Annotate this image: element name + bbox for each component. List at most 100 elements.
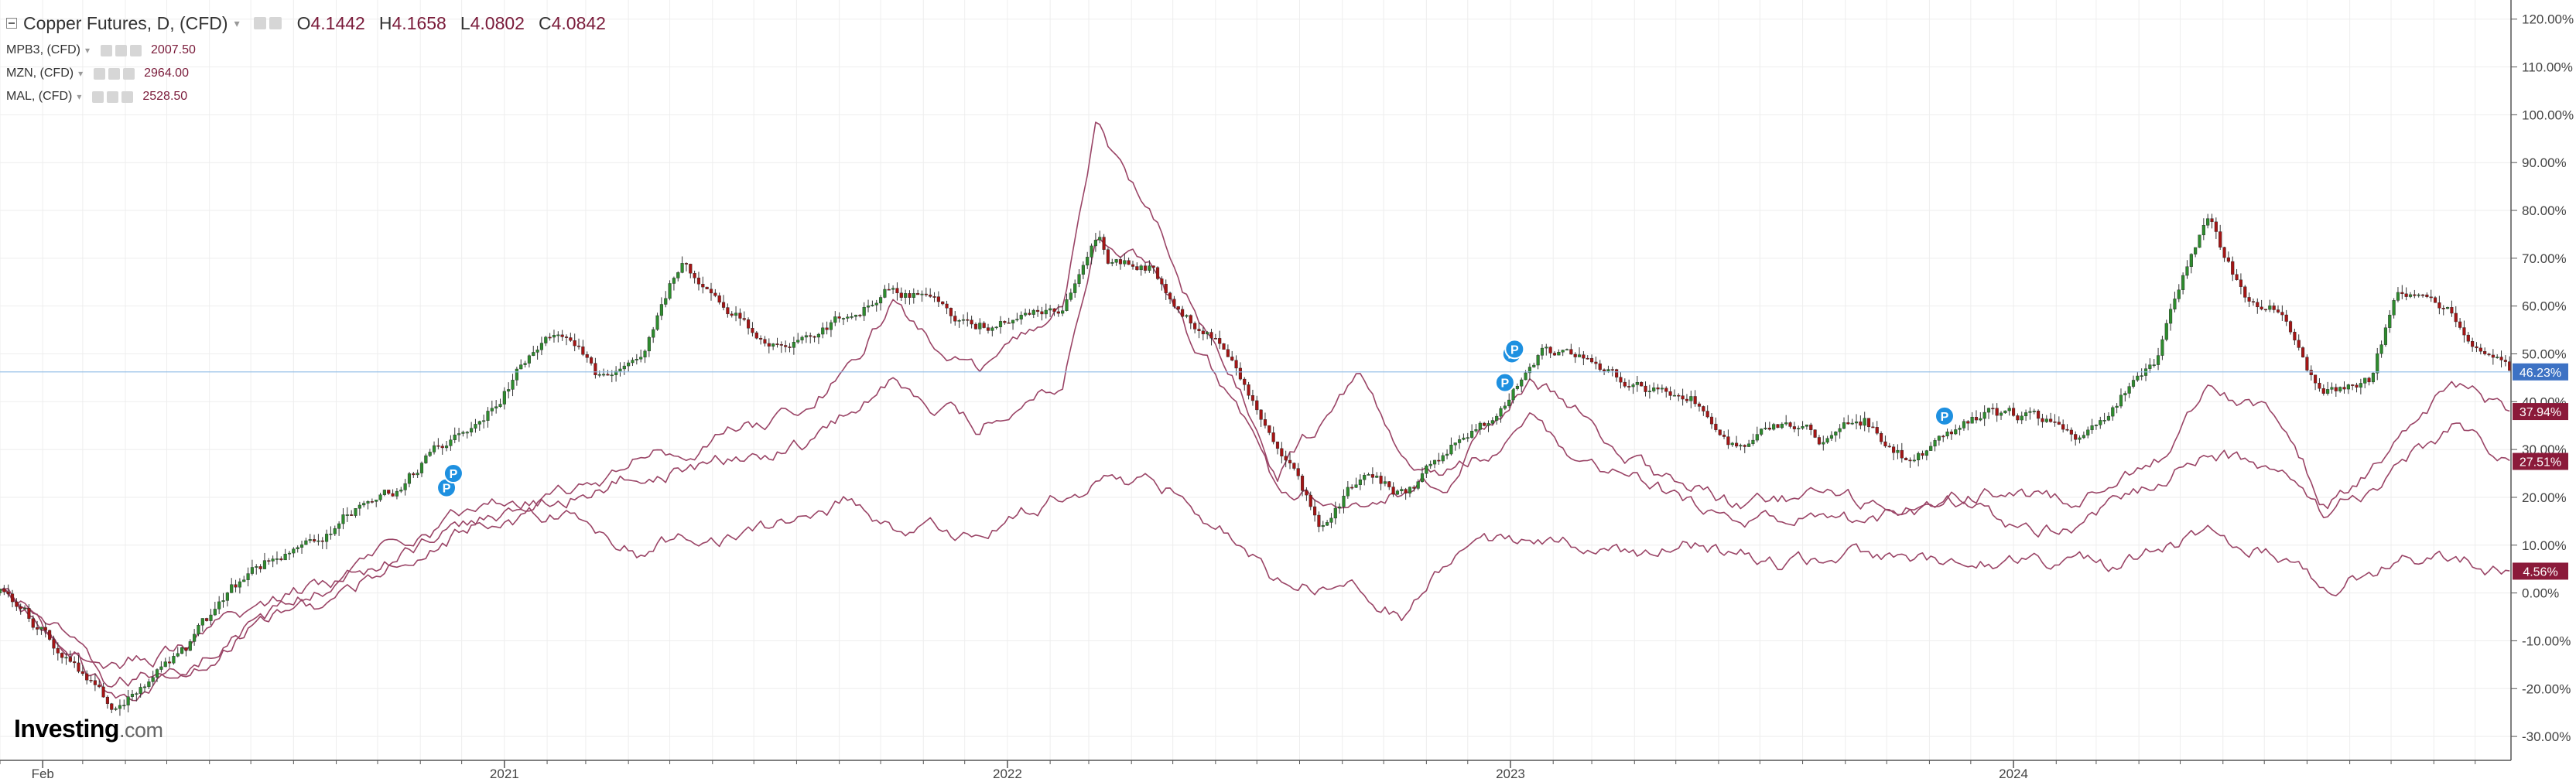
- chevron-down-icon[interactable]: ▾: [77, 91, 82, 102]
- event-markers[interactable]: PPPPPP: [436, 339, 1955, 498]
- candle-body: [821, 327, 825, 335]
- settings-icon[interactable]: [92, 90, 104, 103]
- candle-body: [544, 336, 548, 343]
- candle-body: [1772, 424, 1776, 430]
- candle-body: [1015, 319, 1019, 321]
- candle-body: [77, 662, 80, 672]
- event-marker[interactable]: P: [1935, 405, 1955, 426]
- candle-body: [39, 627, 43, 630]
- candle-body: [652, 329, 655, 338]
- chevron-down-icon[interactable]: ▾: [234, 16, 240, 29]
- candle-body: [1722, 434, 1726, 437]
- last-value-tag: 4.56%: [2513, 562, 2568, 580]
- candle-body: [1263, 419, 1267, 426]
- candle-body: [734, 312, 738, 316]
- candle-body: [73, 661, 77, 664]
- candle-body: [22, 608, 27, 610]
- series-value: 2528.50: [142, 90, 188, 103]
- candle-body: [93, 680, 97, 685]
- candle-body: [1664, 388, 1668, 392]
- candle-body: [1267, 425, 1271, 433]
- candle-body: [283, 554, 287, 561]
- close-icon[interactable]: [123, 67, 135, 80]
- candle-body: [899, 292, 903, 298]
- candle-body: [490, 408, 494, 411]
- candle-body: [1284, 456, 1288, 461]
- candle-body: [1321, 524, 1325, 528]
- low-key: L: [460, 12, 470, 33]
- candle-body: [1883, 441, 1887, 446]
- candle-body: [1069, 292, 1072, 300]
- candle-body: [2198, 234, 2201, 248]
- candle-body: [2318, 382, 2321, 389]
- candle-body: [304, 540, 308, 545]
- close-icon[interactable]: [130, 44, 142, 56]
- candle-body: [217, 601, 221, 610]
- candle-body: [60, 653, 64, 658]
- candle-body: [407, 473, 412, 484]
- y-tick-label: 100.00%: [2522, 108, 2574, 122]
- candle-body: [1949, 432, 1953, 435]
- candle-body: [1979, 418, 1982, 421]
- candle-body: [862, 306, 866, 316]
- candle-body: [2284, 314, 2288, 322]
- candle-body: [1065, 299, 1069, 311]
- candle-body: [2379, 344, 2383, 354]
- candle-body: [2454, 312, 2458, 323]
- candle-body: [2462, 327, 2466, 336]
- candle-body: [1201, 330, 1205, 335]
- candle-body: [242, 579, 246, 582]
- visibility-icon[interactable]: [107, 90, 119, 103]
- candle-body: [569, 337, 573, 341]
- candle-body: [89, 680, 93, 681]
- chevron-down-icon[interactable]: ▾: [85, 45, 91, 56]
- visibility-icon[interactable]: [108, 67, 121, 80]
- candle-body: [362, 503, 366, 506]
- candle-body: [1462, 437, 1466, 440]
- last-value-bg: [2513, 452, 2568, 470]
- candle-body: [2239, 279, 2242, 287]
- candle-body: [792, 342, 795, 348]
- candle-body: [929, 294, 932, 297]
- candle-body: [1536, 355, 1540, 366]
- candle-body: [576, 345, 581, 347]
- candle-body: [188, 641, 192, 651]
- candle-body: [1577, 354, 1582, 357]
- collapse-icon[interactable]: [6, 18, 17, 29]
- candle-body: [354, 508, 357, 516]
- settings-icon[interactable]: [101, 44, 113, 56]
- candle-body: [978, 323, 982, 330]
- candle-body: [167, 661, 172, 664]
- candle-body: [841, 318, 846, 319]
- candle-body: [966, 319, 970, 321]
- candle-body: [43, 627, 47, 631]
- candle-body: [1999, 412, 2003, 416]
- candle-body: [1135, 266, 1139, 271]
- candle-body: [1044, 309, 1048, 315]
- candle-body: [2293, 331, 2297, 341]
- candle-body: [1966, 421, 1970, 424]
- candle-body: [2011, 408, 2016, 416]
- candle-body: [1822, 442, 1825, 445]
- settings-icon[interactable]: [253, 17, 266, 29]
- event-marker[interactable]: P: [1504, 339, 1525, 360]
- candle-body: [1788, 422, 1792, 427]
- chevron-down-icon[interactable]: ▾: [78, 68, 84, 79]
- candle-body: [2065, 429, 2069, 431]
- candle-body: [2185, 266, 2189, 276]
- candle-body: [709, 289, 713, 294]
- close-icon[interactable]: [121, 90, 134, 103]
- event-marker[interactable]: P: [1494, 372, 1515, 393]
- candle-body: [1982, 411, 1986, 419]
- candle-body: [1028, 312, 1031, 315]
- visibility-icon[interactable]: [115, 44, 128, 56]
- candle-body: [1106, 249, 1110, 264]
- visibility-icon[interactable]: [269, 17, 282, 29]
- event-marker[interactable]: P: [443, 463, 464, 484]
- candle-body: [1420, 473, 1425, 482]
- candle-body: [1292, 463, 1296, 469]
- candle-body: [2044, 418, 2048, 422]
- candle-body: [1527, 367, 1531, 374]
- settings-icon[interactable]: [94, 67, 106, 80]
